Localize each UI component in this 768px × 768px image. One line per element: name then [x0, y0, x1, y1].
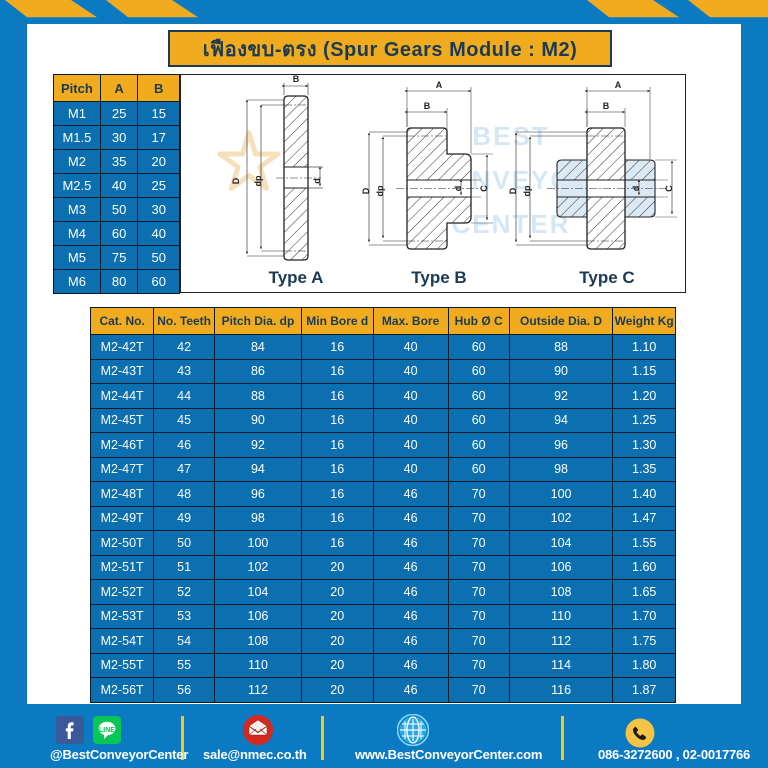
svg-text:d: d — [312, 178, 322, 184]
svg-text:B: B — [293, 75, 300, 84]
svg-text:C: C — [664, 185, 674, 192]
svg-text:A: A — [615, 80, 622, 90]
svg-text:d: d — [453, 186, 463, 192]
svg-text:dp: dp — [522, 185, 532, 196]
svg-text:d: d — [631, 186, 641, 192]
svg-text:D: D — [231, 177, 241, 184]
svg-text:Type C: Type C — [579, 268, 634, 287]
svg-text:B: B — [424, 101, 431, 111]
svg-text:B: B — [603, 101, 610, 111]
svg-text:C: C — [479, 185, 489, 192]
svg-text:dp: dp — [375, 185, 385, 196]
svg-text:Type A: Type A — [269, 268, 324, 287]
svg-text:LINE: LINE — [99, 727, 115, 734]
svg-text:D: D — [508, 187, 518, 194]
svg-text:Type B: Type B — [411, 268, 466, 287]
svg-text:A: A — [436, 80, 443, 90]
svg-text:D: D — [361, 187, 371, 194]
svg-text:dp: dp — [253, 175, 263, 186]
